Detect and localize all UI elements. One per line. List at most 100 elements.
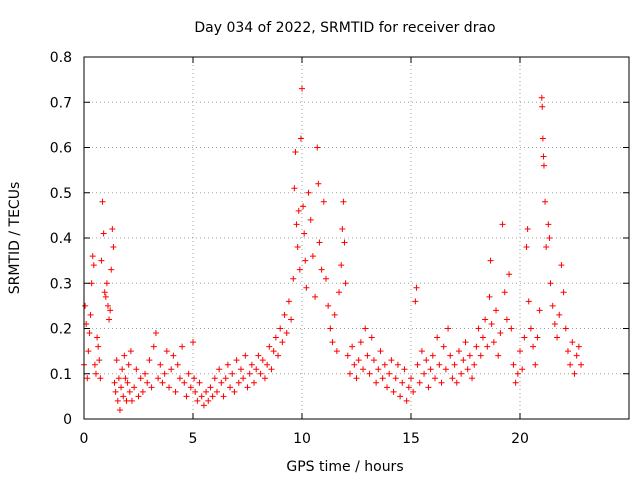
data-point — [575, 343, 582, 350]
data-point — [558, 262, 565, 269]
data-point — [421, 370, 428, 377]
data-point — [318, 266, 325, 273]
data-point — [176, 375, 183, 382]
data-point — [100, 230, 107, 237]
data-point — [397, 393, 404, 400]
data-point — [127, 348, 134, 355]
data-point — [261, 375, 268, 382]
data-point — [521, 334, 528, 341]
data-point — [213, 388, 220, 395]
data-point — [296, 266, 303, 273]
data-point — [84, 375, 91, 382]
data-point — [351, 361, 358, 368]
data-point — [122, 375, 129, 382]
data-point — [519, 366, 526, 373]
data-point — [123, 397, 130, 404]
data-point — [569, 339, 576, 346]
data-point — [545, 221, 552, 228]
data-point — [218, 379, 225, 386]
data-point — [530, 343, 537, 350]
data-point — [460, 357, 467, 364]
y-tick-label: 0.6 — [50, 141, 72, 157]
data-point — [128, 397, 135, 404]
data-point — [222, 375, 229, 382]
x-axis-label: GPS time / hours — [286, 459, 403, 475]
chart-title: Day 034 of 2022, SRMTID for receiver dra… — [194, 20, 495, 36]
data-point — [453, 379, 460, 386]
data-point — [408, 375, 414, 382]
data-point — [322, 275, 329, 282]
data-point — [386, 370, 393, 377]
data-point — [413, 284, 420, 291]
data-point — [312, 293, 319, 300]
data-point — [394, 361, 401, 368]
data-point — [87, 311, 94, 318]
data-point — [539, 103, 546, 110]
data-point — [98, 257, 105, 264]
data-point — [303, 284, 310, 291]
data-point — [101, 289, 108, 296]
data-point — [403, 397, 410, 404]
data-point — [257, 370, 264, 377]
data-point — [285, 298, 292, 305]
y-tick-label: 0.4 — [50, 231, 72, 247]
data-point — [300, 203, 307, 210]
data-point — [96, 357, 103, 364]
data-point — [270, 348, 277, 355]
data-point — [556, 311, 563, 318]
data-point — [410, 388, 417, 395]
data-point — [244, 384, 251, 391]
data-point — [495, 352, 502, 359]
data-point — [486, 293, 493, 300]
data-point — [185, 370, 192, 377]
data-point — [540, 153, 547, 160]
data-point — [447, 352, 454, 359]
data-point — [174, 361, 181, 368]
data-point — [524, 225, 531, 232]
data-point — [119, 366, 126, 373]
data-point — [366, 370, 373, 377]
data-point — [299, 85, 305, 92]
data-point — [268, 366, 275, 373]
data-point — [152, 330, 159, 337]
data-point — [546, 235, 553, 241]
data-point — [538, 94, 545, 101]
data-point — [155, 375, 162, 382]
data-point — [170, 352, 177, 359]
x-tick-label: 5 — [189, 431, 198, 447]
data-point — [99, 198, 106, 205]
data-points — [81, 85, 585, 413]
data-point — [281, 311, 288, 318]
data-point — [203, 388, 210, 395]
data-point — [360, 366, 367, 373]
data-point — [275, 352, 282, 359]
y-tick-label: 0.8 — [50, 50, 72, 66]
data-point — [425, 384, 432, 391]
y-tick-label: 0.7 — [50, 95, 72, 111]
data-point — [331, 311, 338, 318]
data-point — [466, 352, 473, 359]
data-point — [562, 325, 569, 332]
data-point — [344, 352, 351, 359]
data-point — [384, 384, 391, 391]
data-point — [301, 230, 308, 237]
data-point — [416, 379, 423, 386]
data-point — [479, 334, 486, 341]
data-point — [547, 280, 554, 287]
data-point — [283, 330, 290, 337]
data-point — [373, 379, 380, 386]
data-point — [288, 316, 295, 323]
data-point — [302, 257, 309, 264]
data-point — [233, 357, 240, 364]
data-point — [216, 366, 223, 373]
y-axis-label: SRMTID / TECUs — [7, 182, 23, 295]
data-point — [436, 361, 443, 368]
data-point — [517, 348, 523, 355]
grid — [84, 57, 629, 419]
data-point — [126, 388, 133, 395]
data-point — [362, 325, 369, 332]
data-point — [414, 361, 421, 368]
data-point — [192, 388, 199, 395]
data-point — [325, 302, 332, 309]
data-point — [295, 207, 302, 214]
